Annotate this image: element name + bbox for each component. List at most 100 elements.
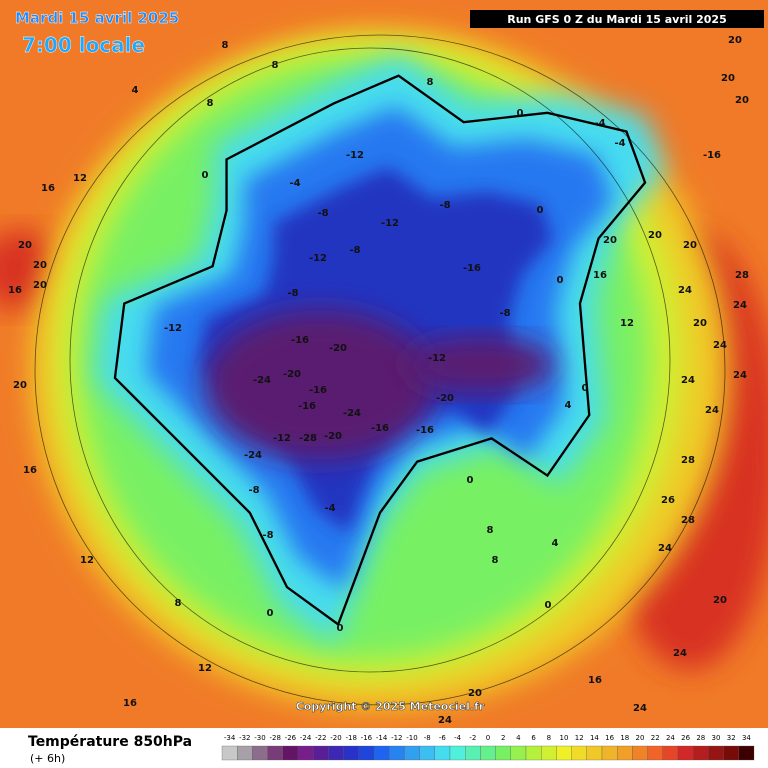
contour-label: -12 [309,253,327,264]
field-purple [205,310,435,460]
contour-label: 4 [565,400,572,411]
contour-label: 20 [33,280,47,291]
contour-label: -16 [291,335,309,346]
contour-label: -16 [703,150,721,161]
color-swatch [723,745,739,761]
contour-label: 0 [517,108,524,119]
contour-label: 12 [73,173,87,184]
color-swatch [586,745,603,761]
color-swatch [738,745,755,761]
contour-label: 24 [705,405,719,416]
contour-label: 12 [80,555,94,566]
color-swatch [328,745,344,761]
color-tick-label: 4 [516,734,521,742]
color-tick-label: 18 [620,734,629,742]
color-tick-label: -18 [345,734,356,742]
color-tick-label: -34 [224,734,236,742]
contour-label: -12 [428,353,446,364]
legend-title: Température 850hPa [28,734,192,750]
isotherm [34,34,726,706]
color-swatch [434,745,451,761]
contour-label: 16 [23,465,37,476]
color-swatch [525,745,542,761]
contour-label: 16 [593,270,607,281]
color-swatch [419,745,435,761]
contour-label: 20 [713,595,727,606]
contour-label: 24 [733,370,747,381]
contour-label: 0 [537,205,544,216]
contour-label: 16 [123,698,137,709]
color-tick-label: -24 [300,734,312,742]
color-swatch [343,745,359,761]
contour-label: 20 [13,380,27,391]
color-swatch [693,745,709,761]
contour-label: -20 [283,369,301,380]
color-swatch [313,745,329,761]
zero-isotherm [113,74,647,627]
contour-label: 8 [272,60,279,71]
color-tick-label: 2 [501,734,505,742]
date: Mardi 15 avril 2025 [15,9,179,27]
color-swatch [617,745,633,761]
color-swatch [465,745,481,761]
color-tick-label: -10 [406,734,417,742]
contour-label: 24 [658,543,672,554]
contour-label: -12 [346,150,364,161]
color-swatch [556,745,572,761]
color-swatch [297,745,314,761]
color-tick-label: -22 [315,734,326,742]
contour-label: -12 [164,323,182,334]
color-tick-label: 24 [666,734,675,742]
contour-label: -16 [463,263,481,274]
contour-label: 8 [492,555,499,566]
contour-label: -16 [416,425,434,436]
contour-label: -16 [309,385,327,396]
contour-label: 28 [681,515,695,526]
color-swatch [252,745,268,761]
temperature-field [0,0,768,728]
legend-lead: (+ 6h) [30,752,65,765]
contour-label: 8 [175,598,182,609]
color-swatch [708,745,724,761]
color-swatch [571,745,587,761]
contour-label: -28 [299,433,317,444]
color-swatch [282,745,299,761]
contour-label: 8 [207,98,214,109]
contour-label: -8 [499,308,510,319]
contour-label: 0 [337,623,344,634]
color-swatch [677,745,694,761]
contour-label: -8 [262,530,273,541]
color-swatch [480,745,496,761]
contour-label: 4 [552,538,559,549]
color-swatch [647,745,663,761]
color-tick-label: -20 [330,734,341,742]
contour-label: -8 [248,485,259,496]
contour-label: 16 [8,285,22,296]
color-swatch [237,745,253,761]
contour-label: 20 [33,260,47,271]
contour-label: -12 [381,218,399,229]
contour-label: 0 [267,608,274,619]
color-swatch [662,745,679,761]
map-labels: -12 -4 -8 -12 -8 -16 -8 -12 -8 -12 -16 -20 -24 -20 -16… [8,35,749,726]
color-swatch [404,745,420,761]
contour-label: -16 [298,401,316,412]
color-tick-label: 8 [547,734,551,742]
contour-label: 20 [683,240,697,251]
color-tick-label: -30 [254,734,265,742]
copyright: Copyright © 2025 Meteociel.fr [296,700,485,713]
color-tick-label: 30 [712,734,721,742]
color-tick-label: 20 [636,734,645,742]
contour-label: 8 [427,77,434,88]
color-tick-label: 28 [696,734,705,742]
color-tick-label: -28 [269,734,280,742]
contour-label: 0 [467,475,474,486]
color-swatch [510,745,527,761]
contour-label: -20 [324,431,342,442]
contour-label: 0 [202,170,209,181]
contour-label: 20 [721,73,735,84]
color-tick-label: -8 [424,734,431,742]
contour-label: 16 [41,183,55,194]
